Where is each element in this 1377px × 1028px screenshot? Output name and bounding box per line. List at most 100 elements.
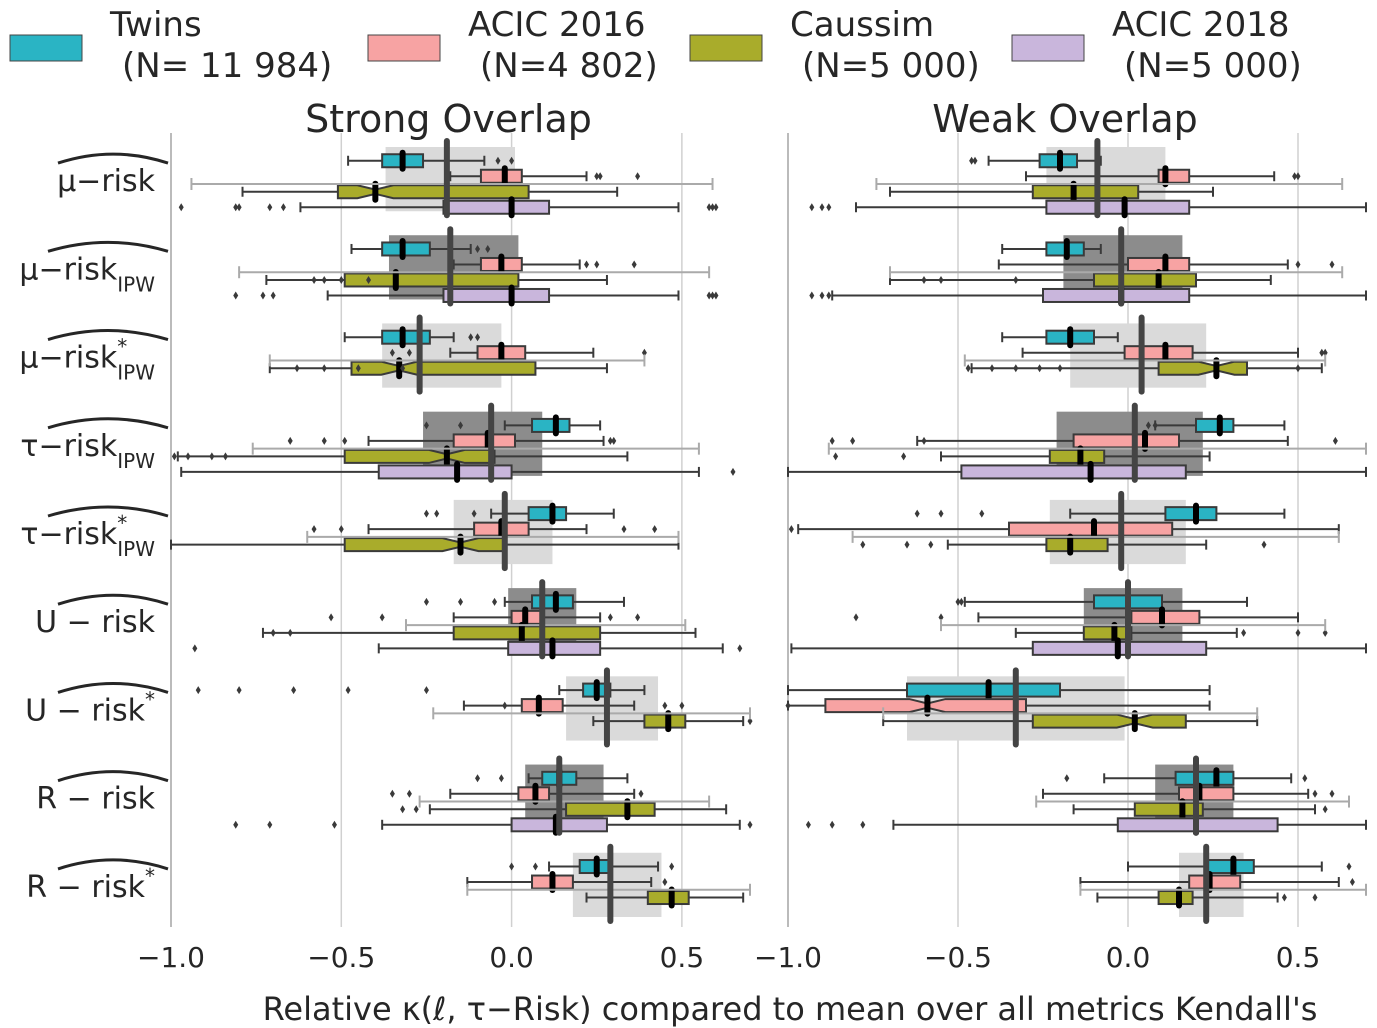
box-caussim (646, 890, 690, 906)
outlier-point (713, 203, 719, 212)
outlier-point (1312, 789, 1318, 798)
box-caussim (1157, 360, 1248, 376)
outlier-point (955, 597, 961, 606)
outlier-point (850, 436, 856, 445)
x-tick-label: 0.0 (1106, 941, 1151, 974)
outlier-point (921, 275, 927, 284)
outlier-point (331, 820, 337, 829)
box-caussim (1157, 890, 1194, 906)
outlier-point (788, 525, 794, 534)
metric-group (195, 667, 753, 748)
outlier-point (785, 701, 791, 710)
outlier-point (389, 348, 395, 357)
legend-label-line2: (N=4 802) (480, 46, 658, 86)
outlier-point (989, 364, 995, 373)
outlier-point (737, 644, 743, 653)
outlier-point (338, 275, 344, 284)
legend-label-line1: ACIC 2018 (1112, 5, 1290, 45)
outlier-point (1261, 540, 1267, 549)
metric-label: τ−risk* IPW (20, 511, 155, 561)
outlier-point (492, 597, 498, 606)
metric-group (268, 314, 647, 395)
outlier-point (1346, 862, 1352, 871)
outlier-point (1064, 774, 1070, 783)
outlier-point (366, 275, 372, 284)
outlier-point (406, 348, 412, 357)
metric-group (963, 314, 1328, 395)
outlier-point (475, 333, 481, 342)
metric-group (788, 490, 1340, 572)
outlier-point (829, 820, 835, 829)
metric-label: R − risk* (26, 864, 155, 905)
legend-item-acic2018: ACIC 2018(N=5 000) (1011, 5, 1302, 86)
outlier-point (1013, 364, 1019, 373)
outlier-point (1295, 364, 1301, 373)
outlier-point (826, 291, 832, 300)
metric-group (790, 579, 1367, 660)
outlier-point (468, 333, 474, 342)
outlier-point (502, 701, 508, 710)
outlier-point (1037, 364, 1043, 373)
outlier-point (938, 509, 944, 518)
hat-accent (47, 240, 169, 253)
box-acic2018 (1042, 287, 1191, 303)
outlier-point (1319, 348, 1325, 357)
outlier-point (662, 878, 668, 887)
hat-accent (57, 152, 169, 165)
outlier-point (294, 364, 300, 373)
outlier-point (597, 172, 603, 181)
x-tick-label: −1.0 (137, 941, 205, 974)
outlier-point (1322, 628, 1328, 637)
outlier-point (710, 291, 716, 300)
outlier-point (1312, 893, 1318, 902)
metric-group (809, 226, 1367, 307)
box-caussim (350, 360, 537, 376)
outlier-point (1057, 364, 1063, 373)
legend-label-line1: Caussim (790, 5, 934, 45)
outlier-point (662, 701, 668, 710)
metric-group (809, 138, 1367, 219)
outlier-point (423, 509, 429, 518)
outlier-point (236, 686, 242, 695)
outlier-point (713, 291, 719, 300)
outlier-point (958, 597, 964, 606)
outlier-point (233, 291, 239, 300)
y-label-metric: R − risk (36, 770, 169, 817)
outlier-point (1292, 172, 1298, 181)
outlier-point (1241, 628, 1247, 637)
box-acic2018 (960, 464, 1187, 480)
metric-group (466, 843, 751, 924)
outlier-point (400, 805, 406, 814)
box-acic2016 (479, 168, 523, 184)
box-caussim (643, 713, 687, 729)
outlier-point (669, 862, 675, 871)
outlier-point (1295, 628, 1301, 637)
outlier-point (730, 467, 736, 476)
outlier-point (209, 452, 215, 461)
box-caussim (1093, 272, 1197, 288)
box-acic2016 (452, 433, 516, 449)
box-caussim (1031, 184, 1140, 200)
outlier-point (475, 244, 481, 253)
legend-swatch (367, 34, 441, 62)
outlier-point (509, 156, 515, 165)
outlier-point (458, 597, 463, 606)
outlier-point (1295, 172, 1301, 181)
outlier-point (413, 805, 419, 814)
box-twins (381, 329, 431, 345)
x-axis-label: Relative κ(ℓ, τ−Risk) compared to mean o… (263, 990, 1318, 1028)
x-tick-label: 0.5 (660, 941, 705, 974)
hat-accent (57, 593, 169, 606)
outlier-point (171, 452, 177, 461)
outlier-point (423, 686, 429, 695)
metric-group (1079, 843, 1367, 924)
box-acic2018 (1045, 199, 1191, 215)
outlier-point (475, 774, 481, 783)
box-twins (1205, 859, 1255, 875)
legend-label-line1: Twins (109, 5, 202, 45)
y-label-metric: τ−risk* IPW (20, 505, 169, 561)
box-caussim (452, 625, 602, 641)
outlier-point (584, 260, 590, 269)
